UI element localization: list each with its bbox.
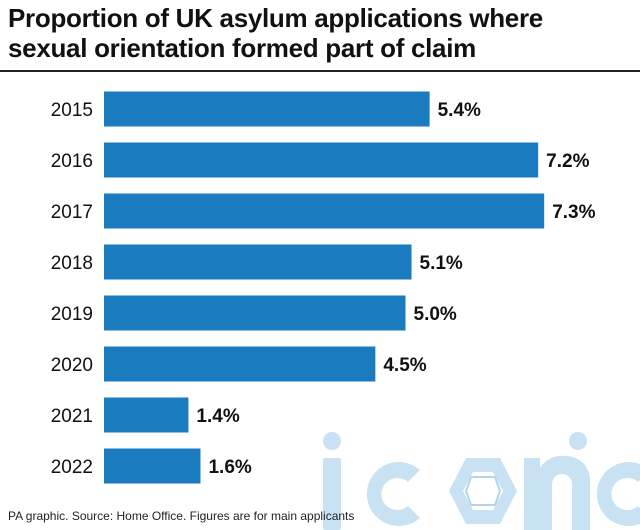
year-label-2015: 2015	[51, 100, 93, 121]
chart-title-line-2: sexual orientation formed part of claim	[8, 33, 476, 63]
value-label-2022: 1.6%	[208, 457, 251, 478]
value-label-2021: 1.4%	[196, 406, 239, 427]
value-label-2018: 5.1%	[420, 253, 463, 274]
year-label-2020: 2020	[51, 355, 93, 376]
value-label-2016: 7.2%	[546, 151, 589, 172]
bar-2017	[104, 193, 545, 229]
title-divider	[0, 70, 640, 72]
year-label-2018: 2018	[51, 253, 93, 274]
year-label-2022: 2022	[51, 457, 93, 478]
chart-title-line-1: Proportion of UK asylum applications whe…	[8, 3, 543, 33]
year-label-2016: 2016	[51, 151, 93, 172]
year-label-2017: 2017	[51, 202, 93, 223]
value-label-2015: 5.4%	[438, 100, 481, 121]
bar-2015	[104, 91, 430, 127]
bar-2022	[104, 448, 201, 484]
bar-2021	[104, 397, 189, 433]
chart-title: Proportion of UK asylum applications whe…	[8, 3, 632, 63]
value-label-2017: 7.3%	[552, 202, 595, 223]
value-label-2020: 4.5%	[383, 355, 426, 376]
year-label-2021: 2021	[51, 406, 93, 427]
bar-2019	[104, 295, 406, 331]
bar-2016	[104, 142, 539, 178]
bar-2018	[104, 244, 412, 280]
year-label-2019: 2019	[51, 304, 93, 325]
source-note: PA graphic. Source: Home Office. Figures…	[8, 509, 355, 523]
bar-2020	[104, 346, 376, 382]
value-label-2019: 5.0%	[414, 304, 457, 325]
